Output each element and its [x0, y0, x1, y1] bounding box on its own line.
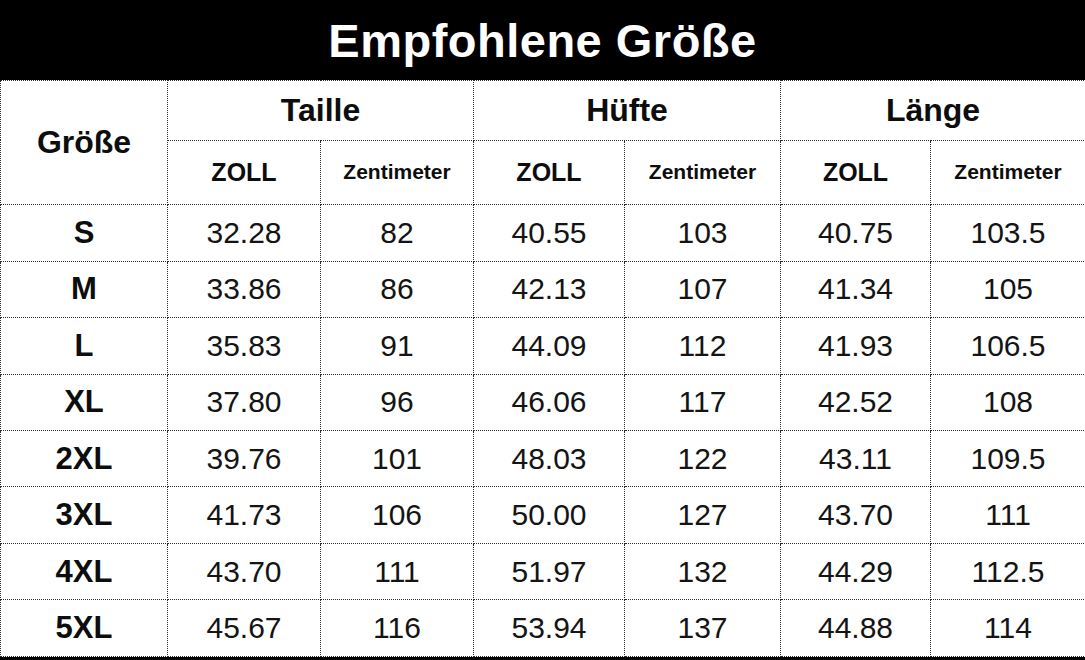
- size-label: 5XL: [1, 600, 168, 657]
- table-row-5xl: 5XL 45.67 116 53.94 137 44.88 114: [1, 600, 1085, 657]
- value-cell: 111: [931, 487, 1085, 543]
- size-label: L: [1, 318, 168, 374]
- value-cell: 41.34: [781, 261, 931, 317]
- value-cell: 137: [625, 600, 781, 657]
- value-cell: 91: [321, 318, 474, 374]
- value-cell: 43.11: [781, 431, 931, 487]
- table-row-3xl: 3XL 41.73 106 50.00 127 43.70 111: [1, 487, 1085, 543]
- value-cell: 132: [625, 543, 781, 599]
- value-cell: 112.5: [931, 543, 1085, 599]
- value-cell: 111: [321, 543, 474, 599]
- value-cell: 103: [625, 205, 781, 261]
- subheader-huefte-zentimeter: Zentimeter: [625, 140, 781, 205]
- value-cell: 51.97: [474, 543, 625, 599]
- table-row-s: S 32.28 82 40.55 103 40.75 103.5: [1, 205, 1085, 261]
- value-cell: 33.86: [168, 261, 321, 317]
- value-cell: 40.55: [474, 205, 625, 261]
- value-cell: 32.28: [168, 205, 321, 261]
- size-label: 2XL: [1, 431, 168, 487]
- value-cell: 48.03: [474, 431, 625, 487]
- value-cell: 106.5: [931, 318, 1085, 374]
- value-cell: 35.83: [168, 318, 321, 374]
- value-cell: 86: [321, 261, 474, 317]
- value-cell: 39.76: [168, 431, 321, 487]
- subheader-taille-zentimeter: Zentimeter: [321, 140, 474, 205]
- table-row-l: L 35.83 91 44.09 112 41.93 106.5: [1, 318, 1085, 374]
- value-cell: 127: [625, 487, 781, 543]
- title-banner: Empfohlene Größe: [0, 0, 1085, 80]
- col-header-groesse: Größe: [1, 81, 168, 205]
- subheader-laenge-zentimeter: Zentimeter: [931, 140, 1085, 205]
- value-cell: 112: [625, 318, 781, 374]
- value-cell: 44.09: [474, 318, 625, 374]
- col-header-huefte: Hüfte: [474, 81, 781, 141]
- value-cell: 42.52: [781, 374, 931, 430]
- value-cell: 37.80: [168, 374, 321, 430]
- table-row-m: M 33.86 86 42.13 107 41.34 105: [1, 261, 1085, 317]
- table-row-xl: XL 37.80 96 46.06 117 42.52 108: [1, 374, 1085, 430]
- value-cell: 45.67: [168, 600, 321, 657]
- value-cell: 106: [321, 487, 474, 543]
- page-title: Empfohlene Größe: [328, 13, 756, 68]
- subheader-laenge-zoll: ZOLL: [781, 140, 931, 205]
- value-cell: 44.88: [781, 600, 931, 657]
- value-cell: 101: [321, 431, 474, 487]
- value-cell: 44.29: [781, 543, 931, 599]
- col-header-laenge: Länge: [781, 81, 1085, 141]
- value-cell: 107: [625, 261, 781, 317]
- size-chart-page: Empfohlene Größe Größe Taille Hüfte Läng…: [0, 0, 1085, 660]
- size-label: 4XL: [1, 543, 168, 599]
- value-cell: 103.5: [931, 205, 1085, 261]
- value-cell: 46.06: [474, 374, 625, 430]
- col-header-taille: Taille: [168, 81, 474, 141]
- value-cell: 109.5: [931, 431, 1085, 487]
- value-cell: 53.94: [474, 600, 625, 657]
- subheader-taille-zoll: ZOLL: [168, 140, 321, 205]
- value-cell: 116: [321, 600, 474, 657]
- size-label: XL: [1, 374, 168, 430]
- value-cell: 40.75: [781, 205, 931, 261]
- subheader-huefte-zoll: ZOLL: [474, 140, 625, 205]
- table-row-2xl: 2XL 39.76 101 48.03 122 43.11 109.5: [1, 431, 1085, 487]
- value-cell: 122: [625, 431, 781, 487]
- value-cell: 117: [625, 374, 781, 430]
- header-group-row: Größe Taille Hüfte Länge: [1, 81, 1085, 141]
- size-label: 3XL: [1, 487, 168, 543]
- value-cell: 41.73: [168, 487, 321, 543]
- value-cell: 82: [321, 205, 474, 261]
- value-cell: 50.00: [474, 487, 625, 543]
- value-cell: 41.93: [781, 318, 931, 374]
- value-cell: 96: [321, 374, 474, 430]
- size-label: M: [1, 261, 168, 317]
- value-cell: 105: [931, 261, 1085, 317]
- value-cell: 114: [931, 600, 1085, 657]
- size-label: S: [1, 205, 168, 261]
- size-chart-table: Größe Taille Hüfte Länge ZOLL Zentimeter…: [0, 80, 1085, 657]
- value-cell: 108: [931, 374, 1085, 430]
- table-row-4xl: 4XL 43.70 111 51.97 132 44.29 112.5: [1, 543, 1085, 599]
- value-cell: 42.13: [474, 261, 625, 317]
- value-cell: 43.70: [781, 487, 931, 543]
- value-cell: 43.70: [168, 543, 321, 599]
